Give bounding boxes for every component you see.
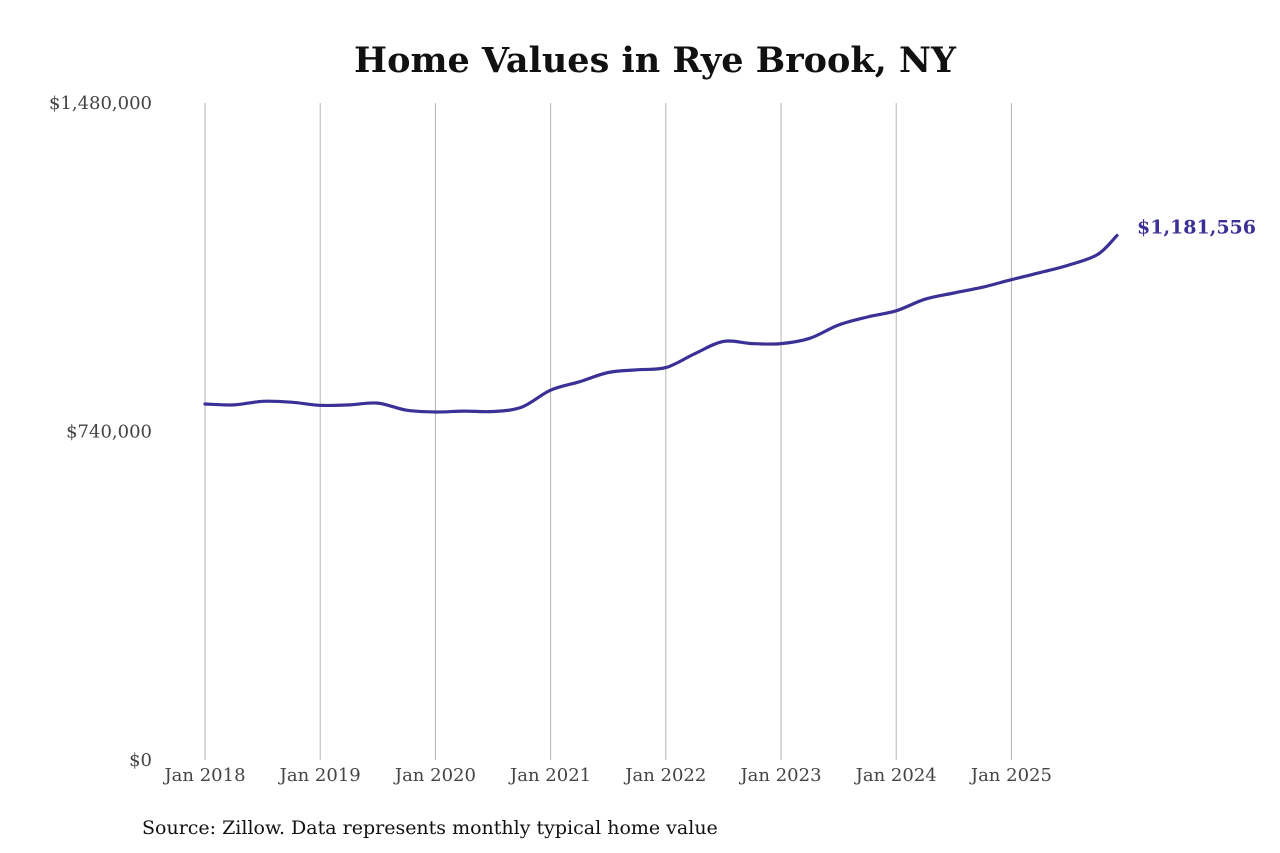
x-tick-label: Jan 2019 [278,765,361,786]
x-tick-label: Jan 2024 [854,765,937,786]
y-tick-label: $0 [129,750,152,771]
chart-title: Home Values in Rye Brook, NY [354,40,957,81]
x-tick-label: Jan 2020 [393,765,476,786]
y-tick-label: $740,000 [66,422,152,443]
series-line [203,233,1119,414]
x-tick-label: Jan 2021 [508,765,591,786]
x-tick-label: Jan 2018 [162,765,245,786]
x-tick-label: Jan 2025 [969,765,1052,786]
gridlines [204,103,1012,760]
series-end-value-label: $1,181,556 [1137,216,1256,238]
y-axis-ticks: $0 $740,000 $1,480,000 [49,93,152,771]
x-tick-label: Jan 2023 [738,765,821,786]
series-group: $1,181,556 [203,216,1256,414]
x-tick-label: Jan 2022 [623,765,706,786]
x-axis-ticks: Jan 2018 Jan 2019 Jan 2020 Jan 2021 Jan 2022… [162,765,1051,786]
y-tick-label: $1,480,000 [49,93,152,114]
source-note: Source: Zillow. Data represents monthly … [142,817,718,839]
